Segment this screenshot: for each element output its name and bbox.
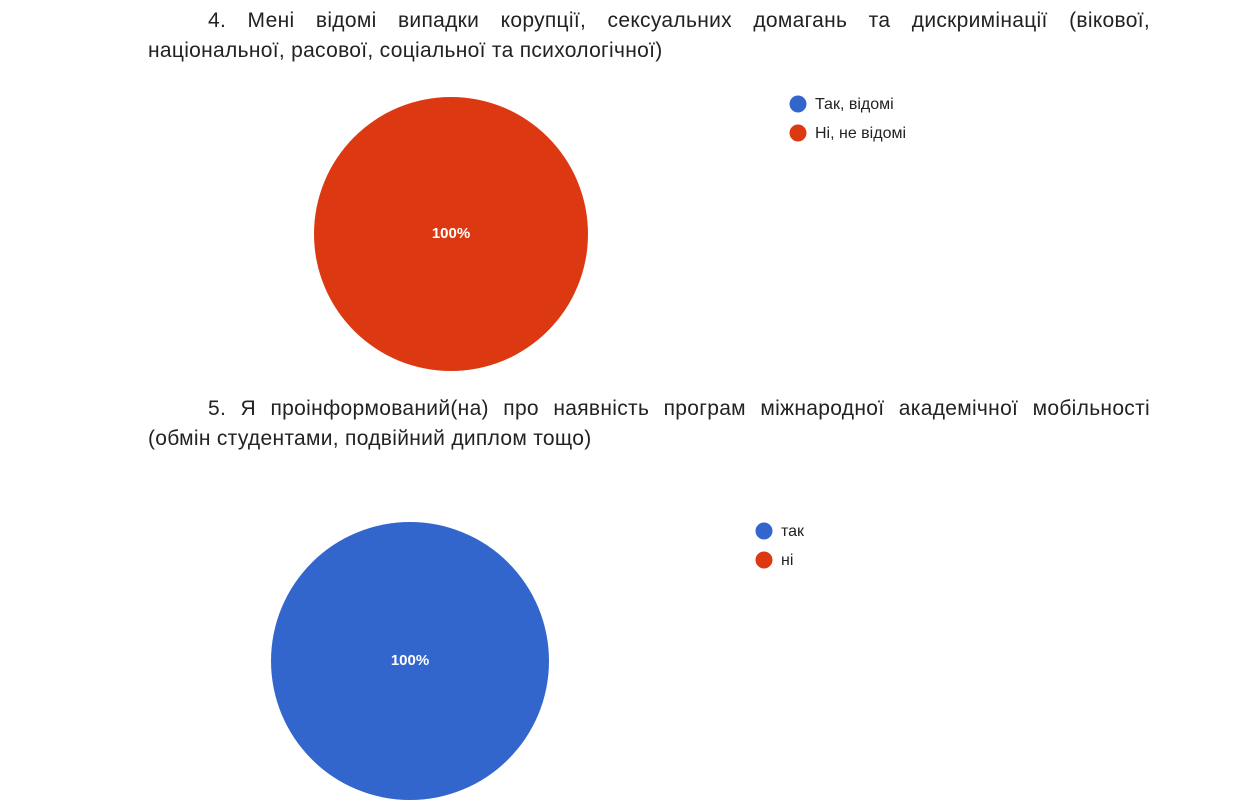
question-title: 5. Я проінформований(на) про наявність п…: [148, 397, 1150, 450]
pie-slice: [271, 522, 549, 800]
data-label: 100%: [432, 225, 470, 242]
legend-label: так: [781, 523, 805, 540]
pie-slice: [314, 97, 588, 371]
legend-label: ні: [781, 552, 793, 569]
legend-marker: [789, 124, 807, 142]
legend-label: Так, відомі: [815, 96, 894, 113]
legend-marker: [789, 95, 807, 113]
legend-label: Ні, не відомі: [815, 125, 906, 142]
question-title: 4. Мені відомі випадки корупції, сексуал…: [148, 9, 1150, 62]
data-label: 100%: [391, 652, 429, 669]
legend-marker: [755, 522, 773, 540]
legend-marker: [755, 551, 773, 569]
